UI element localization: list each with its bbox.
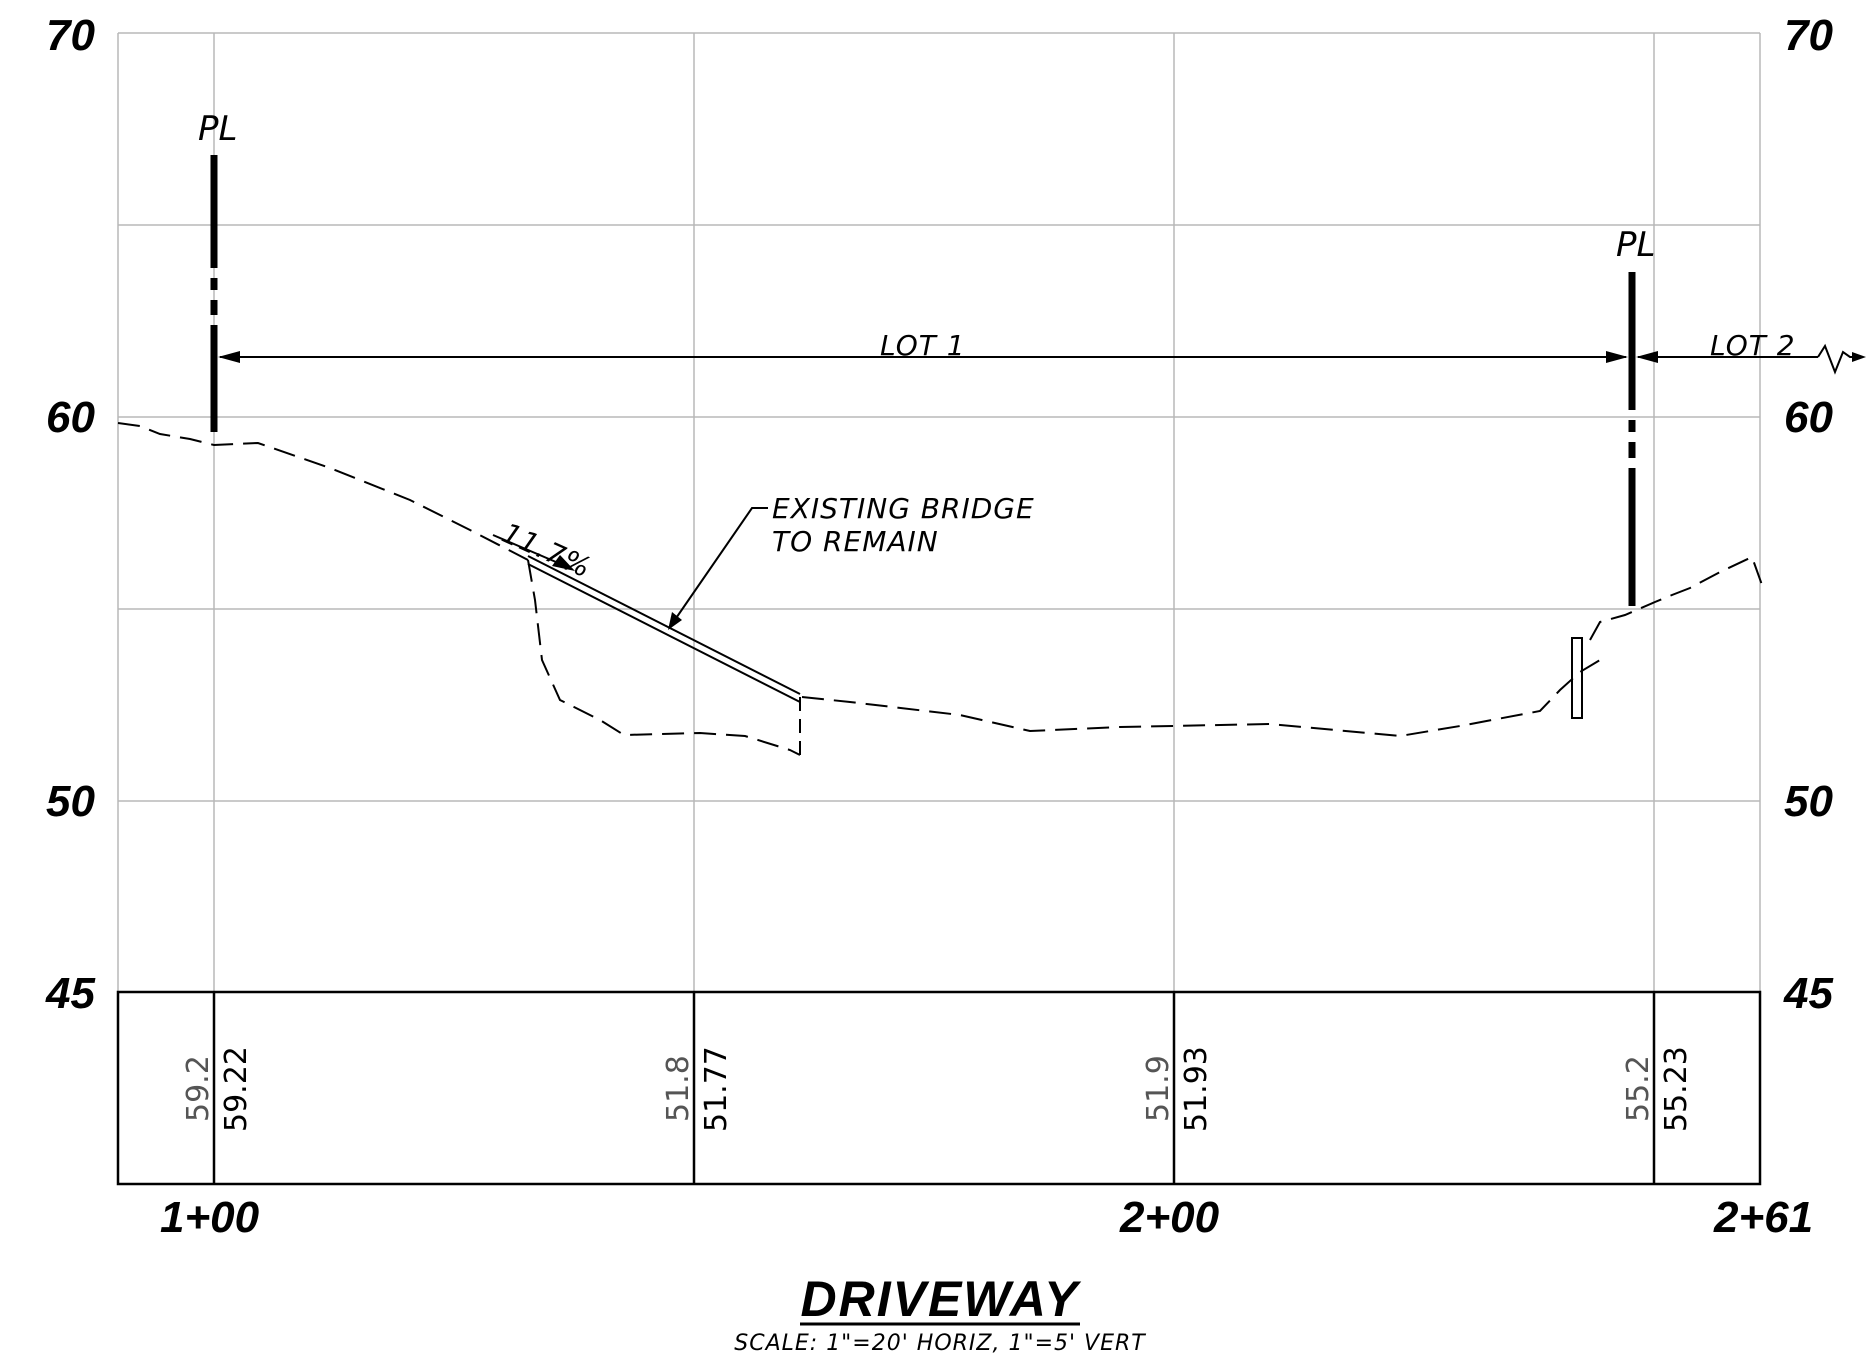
table-existing-elev-2: 51.8 — [661, 1055, 696, 1122]
property-line-label-left: PL — [198, 109, 237, 149]
elevation-label-45-right: 45 — [1783, 969, 1833, 1018]
existing-bridge — [527, 555, 801, 703]
existing-ground-line — [117, 422, 1763, 756]
elevation-label-70-left: 70 — [46, 11, 95, 60]
station-label-2-61: 2+61 — [1713, 1193, 1813, 1242]
elevation-label-60-left: 60 — [46, 393, 95, 442]
elevation-label-50-right: 50 — [1784, 777, 1833, 826]
scale-note: SCALE: 1"=20' HORIZ, 1"=5' VERT — [734, 1331, 1146, 1356]
elevation-label-60-right: 60 — [1784, 393, 1833, 442]
slope-arrow — [492, 534, 575, 571]
drawing-title: DRIVEWAY — [801, 1271, 1083, 1327]
table-proposed-elev-2: 51.77 — [699, 1046, 734, 1132]
lot-2-label: LOT 2 — [1710, 329, 1796, 362]
elevation-label-50-left: 50 — [46, 777, 95, 826]
lot-2-dimension — [1636, 343, 1866, 375]
bridge-note-line-2: TO REMAIN — [772, 525, 939, 558]
station-label-1-00: 1+00 — [160, 1193, 260, 1242]
table-proposed-elev-1: 59.22 — [219, 1046, 254, 1132]
table-existing-elev-1: 59.2 — [181, 1055, 216, 1122]
bridge-leader — [668, 507, 768, 630]
station-label-2-00: 2+00 — [1119, 1193, 1220, 1242]
culvert-symbol — [1571, 637, 1583, 719]
table-existing-elev-4: 55.2 — [1621, 1055, 1656, 1122]
bridge-note-line-1: EXISTING BRIDGE — [772, 492, 1035, 525]
property-line-label-right: PL — [1616, 225, 1655, 265]
lot-1-label: LOT 1 — [880, 329, 966, 362]
table-proposed-elev-3: 51.93 — [1179, 1046, 1214, 1132]
elevation-label-70-right: 70 — [1784, 11, 1833, 60]
elevation-label-45-left: 45 — [45, 969, 95, 1018]
lot-1-dimension — [218, 351, 1628, 363]
elevation-table — [116, 990, 1762, 1186]
table-existing-elev-3: 51.9 — [1141, 1055, 1176, 1122]
table-proposed-elev-4: 55.23 — [1659, 1046, 1694, 1132]
